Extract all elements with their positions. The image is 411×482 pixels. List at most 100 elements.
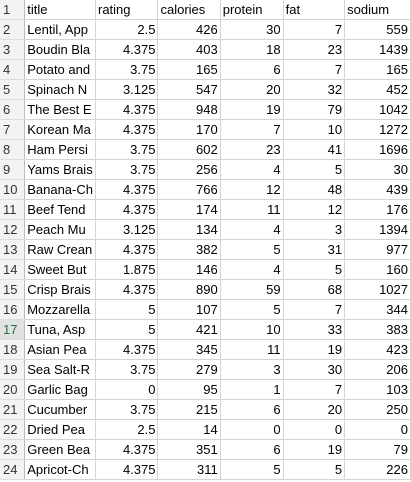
cell-sodium[interactable]: 250 [344,399,411,420]
row-number[interactable]: 5 [0,79,26,100]
cell-protein[interactable]: 4 [220,219,284,240]
cell-sodium[interactable]: 1696 [344,139,411,160]
cell-sodium[interactable]: 1042 [344,99,411,120]
cell-title[interactable]: Beef Tend [24,199,96,220]
cell-rating[interactable]: 4.375 [95,199,159,220]
row-number[interactable]: 12 [0,219,26,240]
cell-protein[interactable]: 23 [220,139,284,160]
row-number[interactable]: 6 [0,99,26,120]
row-number[interactable]: 17 [0,319,26,340]
cell-rating[interactable]: 4.375 [95,279,159,300]
cell-rating[interactable]: 3.75 [95,159,159,180]
header-cell-protein[interactable]: protein [220,0,284,20]
cell-rating[interactable]: 3.75 [95,359,159,380]
cell-rating[interactable]: 3.125 [95,79,159,100]
cell-calories[interactable]: 766 [157,179,221,200]
cell-fat[interactable]: 33 [283,319,346,340]
cell-fat[interactable]: 68 [283,279,346,300]
row-number[interactable]: 21 [0,399,26,420]
cell-title[interactable]: Yams Brais [24,159,96,180]
cell-sodium[interactable]: 1272 [344,119,411,140]
cell-calories[interactable]: 279 [157,359,221,380]
cell-protein[interactable]: 6 [220,59,284,80]
cell-fat[interactable]: 41 [283,139,346,160]
cell-title[interactable]: Potato and [24,59,96,80]
cell-protein[interactable]: 20 [220,79,284,100]
row-number[interactable]: 4 [0,59,26,80]
cell-calories[interactable]: 174 [157,199,221,220]
cell-fat[interactable]: 5 [283,159,346,180]
cell-title[interactable]: Tuna, Asp [24,319,96,340]
header-cell-sodium[interactable]: sodium [344,0,411,20]
cell-fat[interactable]: 3 [283,219,346,240]
cell-rating[interactable]: 4.375 [95,39,159,60]
cell-title[interactable]: Sea Salt-R [24,359,96,380]
cell-rating[interactable]: 5 [95,319,159,340]
cell-sodium[interactable]: 1394 [344,219,411,240]
cell-title[interactable]: Peach Mu [24,219,96,240]
row-number[interactable]: 14 [0,259,26,280]
cell-rating[interactable]: 5 [95,299,159,320]
cell-calories[interactable]: 165 [157,59,221,80]
cell-protein[interactable]: 4 [220,259,284,280]
row-number[interactable]: 11 [0,199,26,220]
cell-calories[interactable]: 215 [157,399,221,420]
cell-calories[interactable]: 351 [157,439,221,460]
cell-title[interactable]: Sweet But [24,259,96,280]
cell-calories[interactable]: 426 [157,19,221,40]
cell-title[interactable]: Spinach N [24,79,96,100]
cell-title[interactable]: Mozzarella [24,299,96,320]
cell-calories[interactable]: 14 [157,419,221,440]
cell-rating[interactable]: 0 [95,379,159,400]
cell-title[interactable]: Ham Persi [24,139,96,160]
row-number[interactable]: 8 [0,139,26,160]
row-number[interactable]: 16 [0,299,26,320]
cell-rating[interactable]: 4.375 [95,119,159,140]
cell-rating[interactable]: 3.75 [95,139,159,160]
cell-calories[interactable]: 311 [157,459,221,480]
cell-fat[interactable]: 5 [283,459,346,480]
cell-title[interactable]: Crisp Brais [24,279,96,300]
cell-fat[interactable]: 7 [283,299,346,320]
cell-fat[interactable]: 32 [283,79,346,100]
cell-rating[interactable]: 4.375 [95,459,159,480]
cell-fat[interactable]: 30 [283,359,346,380]
cell-sodium[interactable]: 383 [344,319,411,340]
cell-fat[interactable]: 79 [283,99,346,120]
cell-rating[interactable]: 3.75 [95,399,159,420]
cell-title[interactable]: Garlic Bag [24,379,96,400]
cell-title[interactable]: The Best E [24,99,96,120]
cell-fat[interactable]: 19 [283,439,346,460]
cell-sodium[interactable]: 0 [344,419,411,440]
row-number[interactable]: 15 [0,279,26,300]
cell-protein[interactable]: 6 [220,399,284,420]
cell-calories[interactable]: 146 [157,259,221,280]
cell-sodium[interactable]: 439 [344,179,411,200]
cell-calories[interactable]: 256 [157,159,221,180]
cell-sodium[interactable]: 226 [344,459,411,480]
cell-protein[interactable]: 3 [220,359,284,380]
cell-protein[interactable]: 11 [220,339,284,360]
cell-fat[interactable]: 0 [283,419,346,440]
cell-fat[interactable]: 7 [283,379,346,400]
cell-sodium[interactable]: 1027 [344,279,411,300]
cell-sodium[interactable]: 344 [344,299,411,320]
cell-fat[interactable]: 10 [283,119,346,140]
cell-rating[interactable]: 4.375 [95,99,159,120]
cell-fat[interactable]: 5 [283,259,346,280]
cell-calories[interactable]: 948 [157,99,221,120]
cell-rating[interactable]: 4.375 [95,179,159,200]
cell-title[interactable]: Dried Pea [24,419,96,440]
cell-calories[interactable]: 345 [157,339,221,360]
cell-calories[interactable]: 107 [157,299,221,320]
cell-protein[interactable]: 18 [220,39,284,60]
row-number[interactable]: 3 [0,39,26,60]
cell-rating[interactable]: 3.125 [95,219,159,240]
header-cell-title[interactable]: title [24,0,96,20]
cell-rating[interactable]: 4.375 [95,339,159,360]
cell-title[interactable]: Banana-Ch [24,179,96,200]
cell-rating[interactable]: 2.5 [95,19,159,40]
cell-calories[interactable]: 134 [157,219,221,240]
cell-protein[interactable]: 5 [220,239,284,260]
cell-sodium[interactable]: 176 [344,199,411,220]
